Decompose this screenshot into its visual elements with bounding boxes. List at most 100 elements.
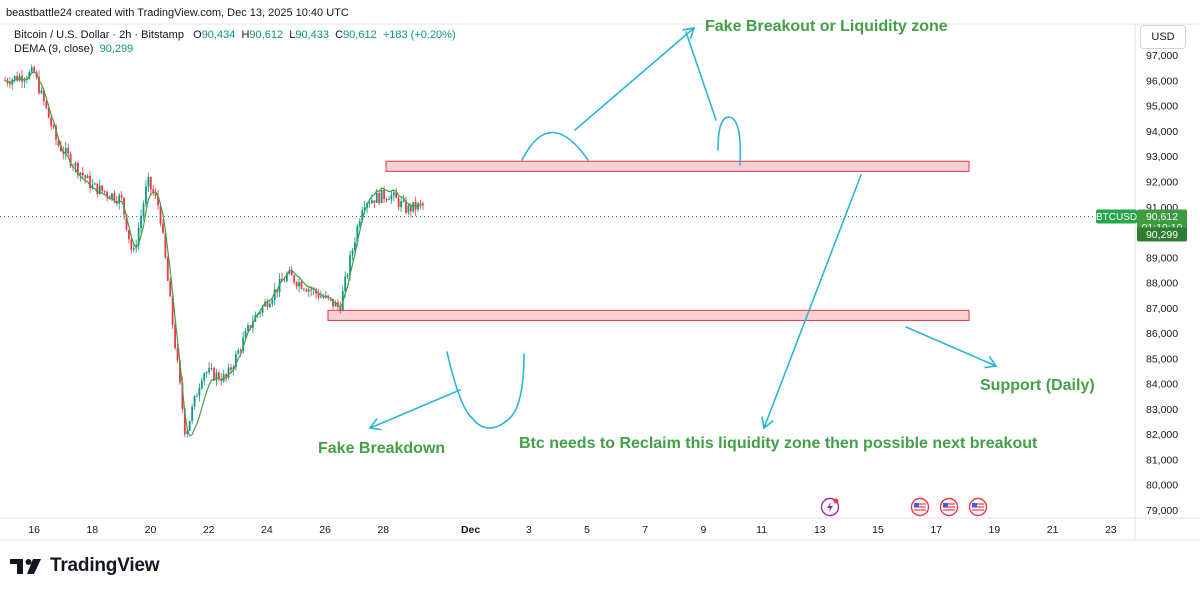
symbol-info[interactable]: Bitcoin / U.S. Dollar · 2h · Bitstamp O 9… [14,29,456,41]
zone-liquidity[interactable] [385,160,970,172]
fake-breakdown-cup [446,351,525,429]
candle-body [227,367,230,378]
candle-body [373,200,376,204]
candle-body [171,296,174,325]
candle-body [86,175,89,179]
symbol-line[interactable]: Bitcoin / U.S. Dollar · 2h · Bitstamp [14,29,184,41]
candle-body [247,325,249,331]
candle-body [91,184,94,189]
candle-body [273,289,276,300]
candle-body [310,289,313,291]
candle-body [16,75,19,81]
us-flag-event-icon[interactable] [910,497,930,517]
ohlc-close-label: C [335,29,344,41]
candle-body [300,281,303,289]
last-price-label: 90,612 [1146,211,1178,223]
candle-body [181,382,184,409]
event-icons[interactable] [820,497,988,517]
candle-body [77,162,79,176]
us-flag-event-icon[interactable] [939,497,959,517]
time-scale[interactable]: 16 18 20 22 24 26 28 Dec 3 5 7 9 11 13 15 17 19 21 23 [28,524,1117,536]
candle-body [111,193,113,199]
candle-body [55,126,57,140]
candle-body [242,337,245,351]
candle-body [42,90,45,102]
time-tick-label: 5 [584,524,590,536]
fake-breakout-text: Fake Breakout or Liquidity zone [705,18,948,35]
candle-body [188,420,191,431]
candle-body [40,90,43,94]
candle-body [13,75,16,80]
time-tick-label: 17 [930,524,942,536]
candle-body [400,201,402,208]
candle-body [208,368,211,373]
time-tick-label: Dec [461,524,480,536]
candle-body [232,367,235,370]
candle-body [351,250,354,256]
time-tick-label: 18 [86,524,98,536]
candle-body [186,430,189,435]
us-flag-event-icon[interactable] [968,497,988,517]
candle-body [346,274,349,277]
candle-body [174,324,176,348]
zones-layer [327,160,970,321]
price-scale[interactable]: 97,00096,00095,00094,00093,00092,00091,0… [1146,50,1178,517]
candle-body [320,296,322,298]
candle-body [332,298,334,307]
currency-button[interactable]: USD [1140,25,1186,49]
candle-body [334,302,337,307]
time-tick-label: 20 [145,524,157,536]
support-text: Support (Daily) [980,377,1095,394]
candle-body [285,273,288,282]
candle-body [125,214,128,230]
candle-body [59,145,62,152]
brand-footer[interactable]: TradingView [10,555,160,577]
ohlc-close: 90,612 [343,29,377,41]
candle-body [162,223,164,233]
candle-body [101,185,104,191]
candle-body [298,281,300,287]
ohlc-low-label: L [289,29,296,41]
candle-body [388,199,390,201]
lightning-event-icon[interactable] [820,497,840,517]
ohlc-low: 90,433 [295,29,329,41]
brand-name: TradingView [50,555,160,576]
candle-body [414,202,417,210]
ohlc-open-label: O [193,29,202,41]
fake-breakout-arrow-1 [574,26,696,131]
candle-body [169,280,172,297]
indicator-name[interactable]: DEMA (9, close) [14,43,94,55]
candle-body [271,299,274,304]
candle-body [378,193,381,204]
price-tick-label: 83,000 [1146,404,1178,416]
candle-body [397,198,400,208]
zone-support[interactable] [327,309,970,321]
time-tick-label: 11 [756,524,767,536]
candle-body [392,192,395,196]
price-tick-label: 94,000 [1146,126,1178,138]
candle-body [45,101,48,109]
candle-body [157,195,159,205]
candle-body [407,205,410,213]
candle-body [128,229,130,240]
candle-body [81,172,84,176]
candle-body [159,204,162,224]
dema-label-bg [1137,227,1187,242]
candle-body [312,289,315,291]
time-tick-label: 3 [526,524,532,536]
candle-body [395,192,398,199]
symbol-label-bg [1096,209,1137,224]
candle-body [196,395,198,397]
candle-body [412,202,415,212]
indicator-legend[interactable]: DEMA (9, close) 90,299 [14,43,133,55]
candle-body [354,242,356,251]
dema-line [4,71,423,437]
candle-body [52,125,55,127]
candle-body [50,117,53,126]
candle-body [368,203,371,204]
candle-body [315,289,317,294]
time-tick-label: 22 [203,524,215,536]
dema-label: 90,299 [1146,229,1178,241]
candle-body [317,293,320,298]
